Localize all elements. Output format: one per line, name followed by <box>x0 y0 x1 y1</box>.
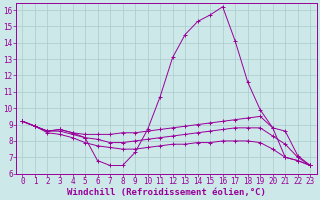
X-axis label: Windchill (Refroidissement éolien,°C): Windchill (Refroidissement éolien,°C) <box>67 188 266 197</box>
